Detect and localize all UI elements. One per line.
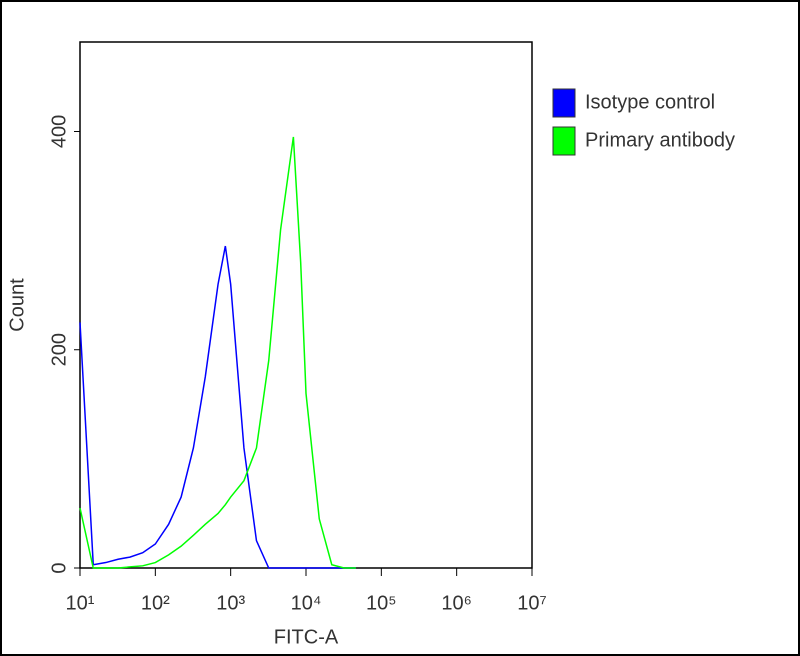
- x-tick-label: 10⁶: [441, 592, 471, 614]
- y-tick-label: 0: [48, 562, 70, 573]
- histogram-line: [79, 245, 356, 569]
- x-tick-label: 10⁵: [366, 592, 397, 614]
- histogram-line: [79, 136, 356, 569]
- legend-label: Primary antibody: [585, 129, 735, 151]
- legend-swatch: [552, 126, 576, 156]
- y-tick-label: 200: [48, 333, 70, 366]
- x-tick-label: 10⁷: [517, 592, 546, 614]
- x-tick-label: 10¹: [66, 592, 95, 614]
- legend-swatch: [552, 88, 576, 118]
- x-tick-label: 10⁴: [291, 592, 322, 614]
- x-axis-label: FITC-A: [274, 626, 339, 648]
- legend-label: Isotype control: [585, 91, 715, 113]
- y-tick-label: 400: [48, 115, 70, 148]
- y-axis-label: Count: [6, 278, 28, 332]
- x-tick-label: 10³: [216, 592, 245, 614]
- x-tick-label: 10²: [141, 592, 170, 614]
